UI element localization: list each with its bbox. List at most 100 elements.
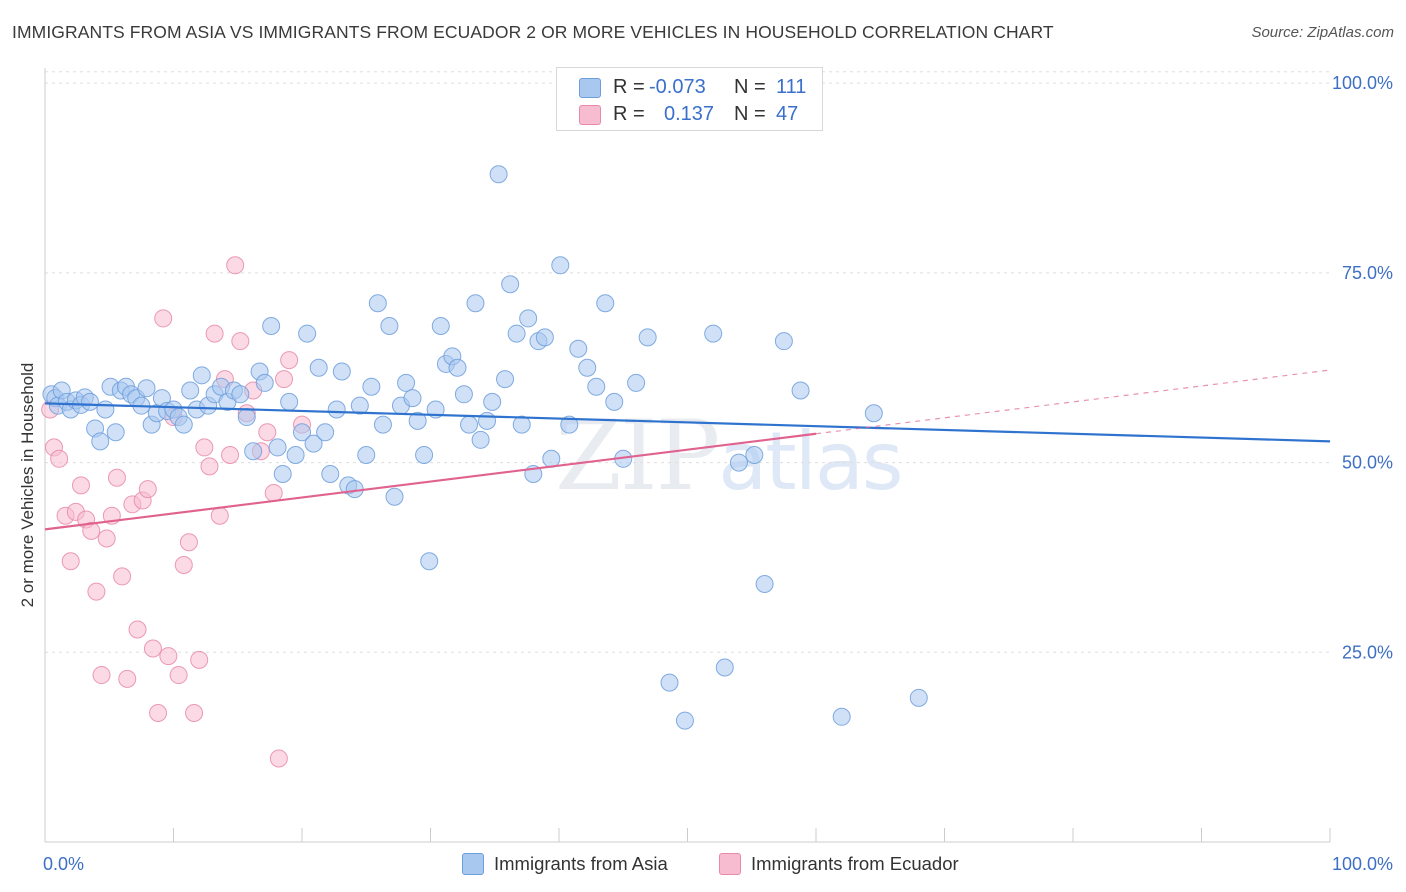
ecuador-point bbox=[258, 423, 277, 442]
asia-point bbox=[791, 381, 810, 400]
asia-point bbox=[268, 438, 287, 457]
asia-point bbox=[174, 415, 193, 434]
asia-point bbox=[397, 373, 416, 392]
asia-point bbox=[483, 392, 502, 411]
asia-point bbox=[578, 358, 597, 377]
ecuador-swatch-icon bbox=[579, 105, 601, 125]
asia-point bbox=[729, 453, 748, 472]
asia-point bbox=[454, 385, 473, 404]
asia-point bbox=[137, 379, 156, 398]
asia-point bbox=[255, 373, 274, 392]
ecuador-point bbox=[280, 351, 299, 370]
ecuador-point bbox=[190, 650, 209, 669]
asia-point bbox=[660, 673, 679, 692]
asia-point bbox=[273, 464, 292, 483]
ecuador-point bbox=[154, 309, 173, 328]
asia-legend-label: Immigrants from Asia bbox=[494, 853, 668, 874]
ecuador-point bbox=[210, 506, 229, 525]
asia-point bbox=[501, 275, 520, 294]
source-credit: Source: ZipAtlas.com bbox=[1251, 24, 1394, 41]
asia-point bbox=[286, 446, 305, 464]
ecuador-legend-swatch-icon bbox=[719, 853, 741, 875]
watermark: ZIPatlas bbox=[555, 400, 904, 512]
y-tick-label: 75.0% bbox=[1342, 263, 1393, 283]
asia-point bbox=[181, 381, 200, 400]
ecuador-point bbox=[179, 533, 198, 552]
y-tick-label: 100.0% bbox=[1332, 73, 1393, 93]
asia-point bbox=[512, 415, 531, 434]
axes bbox=[44, 68, 1331, 843]
ecuador-r-label: R = bbox=[613, 103, 645, 125]
ecuador-point bbox=[185, 704, 204, 722]
ecuador-point bbox=[195, 438, 214, 457]
y-tick-label: 25.0% bbox=[1342, 642, 1393, 662]
asia-point bbox=[864, 404, 883, 423]
asia-point bbox=[560, 415, 579, 434]
asia-point bbox=[909, 688, 928, 707]
asia-point bbox=[675, 711, 694, 730]
asia-point bbox=[448, 358, 467, 377]
asia-point bbox=[507, 324, 526, 343]
ecuador-point bbox=[61, 552, 80, 571]
asia-point bbox=[551, 256, 570, 275]
asia-point bbox=[385, 487, 404, 506]
ecuador-point bbox=[143, 639, 162, 658]
asia-point bbox=[704, 324, 723, 343]
asia-point bbox=[745, 446, 764, 464]
ecuador-point bbox=[221, 446, 240, 464]
ecuador-legend-label: Immigrants from Ecuador bbox=[751, 853, 959, 874]
asia-point bbox=[304, 434, 323, 453]
asia-point bbox=[478, 411, 497, 430]
ecuador-point bbox=[113, 567, 132, 586]
correlation-legend: R = -0.073 N = 111 R = 0.137 N = 47 bbox=[556, 67, 823, 131]
ecuador-point bbox=[275, 370, 294, 389]
asia-point bbox=[403, 389, 422, 408]
y-axis-title: 2 or more Vehicles in Household bbox=[18, 363, 37, 608]
asia-point bbox=[231, 385, 250, 404]
ecuador-trend-line bbox=[44, 432, 817, 531]
ecuador-point bbox=[226, 256, 245, 275]
asia-point bbox=[587, 377, 606, 396]
asia-point bbox=[380, 317, 399, 335]
x-tick-label-max: 100.0% bbox=[1332, 854, 1393, 874]
asia-point bbox=[106, 423, 125, 442]
asia-point bbox=[466, 294, 485, 313]
asia-point bbox=[832, 707, 851, 726]
asia-point bbox=[368, 294, 387, 313]
asia-point bbox=[357, 446, 376, 464]
asia-r-label: R = bbox=[613, 76, 645, 98]
asia-point bbox=[471, 430, 490, 449]
asia-point bbox=[309, 358, 328, 377]
trend-lines bbox=[44, 369, 1331, 531]
asia-point bbox=[605, 392, 624, 411]
asia-n-value: 111 bbox=[776, 76, 807, 98]
ecuador-point bbox=[264, 483, 283, 502]
ecuador-point bbox=[50, 449, 69, 468]
asia-point bbox=[431, 317, 450, 335]
asia-point bbox=[489, 165, 508, 184]
asia-point bbox=[293, 423, 311, 442]
asia-point bbox=[715, 658, 734, 677]
ecuador-point bbox=[159, 647, 178, 666]
asia-point bbox=[316, 423, 335, 442]
ecuador-point bbox=[97, 529, 116, 548]
asia-point bbox=[535, 328, 554, 347]
asia-swatch-icon bbox=[579, 78, 601, 98]
ecuador-point bbox=[200, 457, 219, 476]
ecuador-n-label: N = bbox=[734, 103, 766, 125]
asia-point bbox=[262, 317, 281, 335]
ecuador-point bbox=[71, 476, 90, 495]
asia-legend-swatch-icon bbox=[462, 853, 484, 875]
asia-point bbox=[408, 411, 427, 430]
x-tick-label-min: 0.0% bbox=[43, 854, 84, 874]
ecuador-point bbox=[169, 666, 188, 685]
ecuador-r-value: 0.137 bbox=[664, 103, 715, 125]
asia-point bbox=[280, 392, 299, 411]
ecuador-point bbox=[118, 669, 137, 688]
asia-point bbox=[192, 366, 211, 385]
y-tick-label: 50.0% bbox=[1342, 453, 1393, 473]
ecuador-point bbox=[231, 332, 250, 351]
chart-title: IMMIGRANTS FROM ASIA VS IMMIGRANTS FROM … bbox=[12, 22, 1054, 42]
asia-points bbox=[42, 165, 928, 730]
asia-point bbox=[373, 415, 392, 434]
